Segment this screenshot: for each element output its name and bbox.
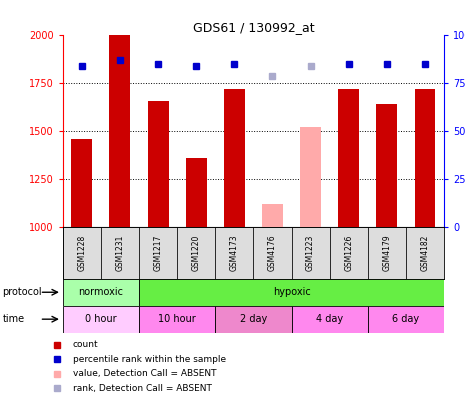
Bar	[177, 227, 215, 279]
Text: 10 hour: 10 hour	[158, 314, 196, 324]
Bar	[109, 35, 131, 227]
Text: GSM1226: GSM1226	[344, 235, 353, 271]
Bar	[300, 128, 321, 227]
Bar	[186, 158, 207, 227]
Text: 4 day: 4 day	[316, 314, 343, 324]
Text: GSM1223: GSM1223	[306, 235, 315, 271]
Text: 6 day: 6 day	[392, 314, 419, 324]
Bar	[338, 89, 359, 227]
Bar	[101, 227, 139, 279]
Text: GSM1220: GSM1220	[192, 235, 201, 271]
Bar	[147, 101, 169, 227]
Text: 0 hour: 0 hour	[85, 314, 117, 324]
Text: GSM1228: GSM1228	[77, 235, 86, 271]
Bar	[139, 279, 444, 306]
Text: percentile rank within the sample: percentile rank within the sample	[73, 355, 226, 364]
Bar	[224, 89, 245, 227]
Text: normoxic: normoxic	[79, 287, 123, 297]
Text: rank, Detection Call = ABSENT: rank, Detection Call = ABSENT	[73, 383, 212, 392]
Bar	[368, 227, 406, 279]
Bar	[368, 306, 444, 333]
Text: time: time	[2, 314, 25, 324]
Bar	[292, 227, 330, 279]
Bar	[253, 227, 292, 279]
Text: GSM1231: GSM1231	[115, 235, 125, 271]
Bar	[414, 89, 436, 227]
Bar	[139, 306, 215, 333]
Bar	[376, 105, 398, 227]
Title: GDS61 / 130992_at: GDS61 / 130992_at	[193, 21, 314, 34]
Text: GSM4179: GSM4179	[382, 235, 392, 271]
Text: GSM1217: GSM1217	[153, 235, 163, 271]
Bar	[215, 306, 292, 333]
Bar	[406, 227, 444, 279]
Text: count: count	[73, 341, 98, 349]
Bar	[262, 204, 283, 227]
Bar	[292, 306, 368, 333]
Text: value, Detection Call = ABSENT: value, Detection Call = ABSENT	[73, 369, 216, 378]
Bar	[63, 279, 139, 306]
Text: GSM4176: GSM4176	[268, 235, 277, 271]
Text: GSM4182: GSM4182	[420, 235, 430, 271]
Text: 2 day: 2 day	[240, 314, 267, 324]
Bar	[71, 139, 93, 227]
Text: protocol: protocol	[2, 287, 42, 297]
Bar	[330, 227, 368, 279]
Bar	[63, 306, 139, 333]
Bar	[139, 227, 177, 279]
Text: GSM4173: GSM4173	[230, 235, 239, 271]
Text: hypoxic: hypoxic	[272, 287, 311, 297]
Bar	[63, 227, 101, 279]
Bar	[215, 227, 253, 279]
